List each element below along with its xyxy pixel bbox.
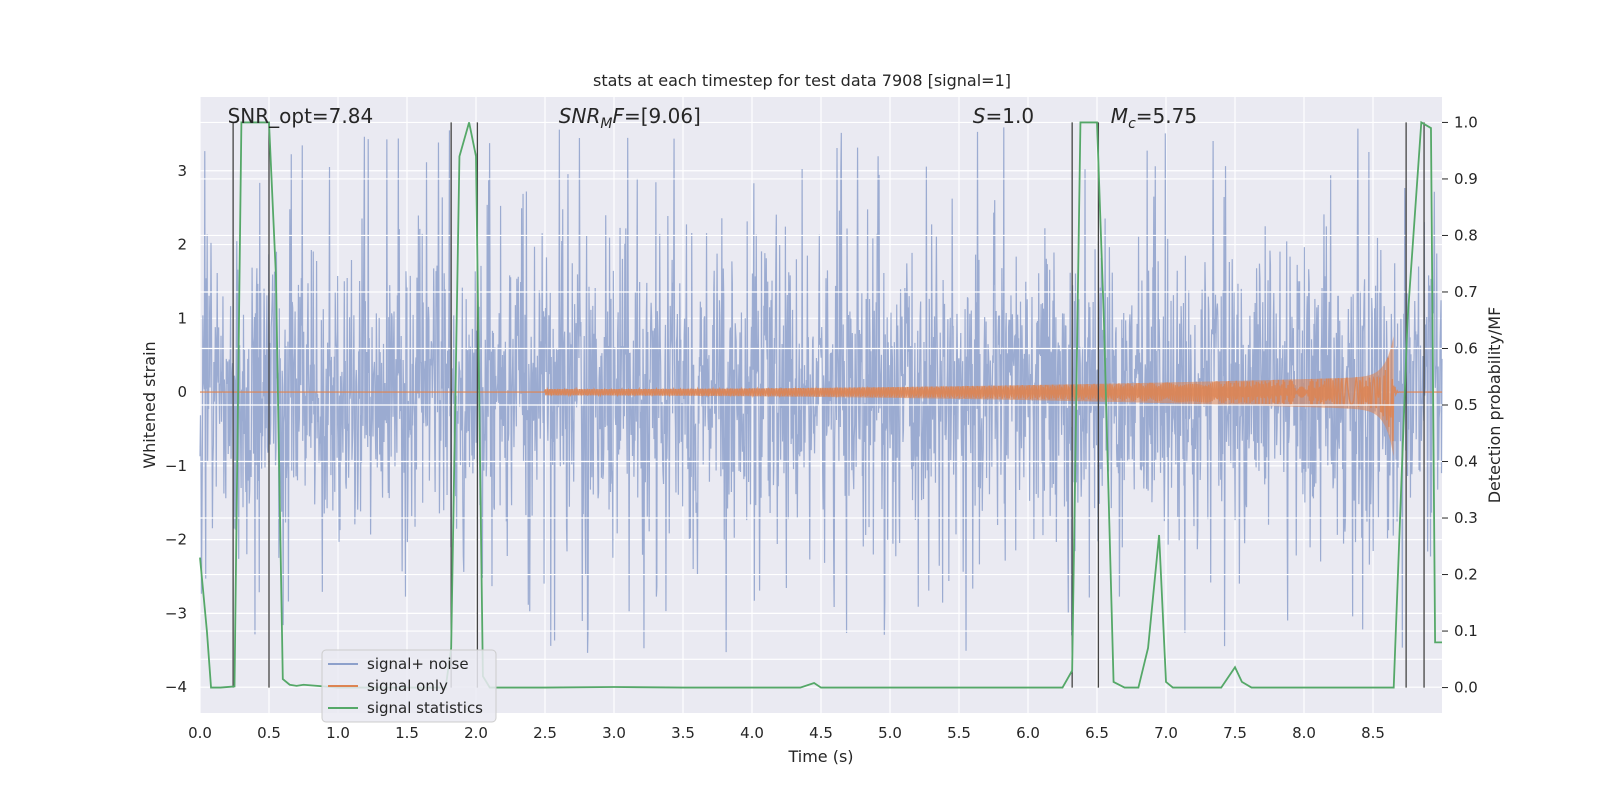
- y-right-tick-label: 1.0: [1454, 113, 1478, 131]
- legend-entry: signal statistics: [367, 699, 483, 717]
- legend: signal+ noise signal only signal statistic…: [321, 649, 497, 723]
- detection-boundary-lines: [200, 121, 1442, 688]
- y-tick-label: −2: [165, 531, 187, 549]
- y-tick-label: −1: [165, 457, 187, 475]
- x-tick-label: 2.0: [464, 724, 488, 742]
- x-tick-label: 5.5: [947, 724, 971, 742]
- y-right-tick-label: 0.0: [1454, 679, 1478, 697]
- y-right-tick-label: 0.4: [1454, 453, 1478, 471]
- y-right-tick-label: 0.5: [1454, 396, 1478, 414]
- y-tick-label: 1: [177, 309, 187, 327]
- legend-box: [321, 649, 497, 723]
- signal-only-series: [200, 336, 1442, 457]
- y-right-axis-ticks: 0.0 0.1 0.2 0.3 0.4 0.5 0.6 0.7 0.8 0.9 1.0: [1442, 113, 1478, 697]
- legend-entry: signal+ noise: [367, 655, 469, 673]
- signal-noise-line: [199, 127, 1443, 653]
- x-tick-label: 6.0: [1016, 724, 1040, 742]
- annotation-s: S=1.0: [973, 104, 1034, 128]
- y-right-tick-label: 0.9: [1454, 170, 1478, 188]
- x-tick-label: 4.5: [809, 724, 833, 742]
- x-tick-label: 1.0: [326, 724, 350, 742]
- y-tick-label: −3: [165, 604, 187, 622]
- signal-only-envelope: [545, 336, 1394, 457]
- annotation-layer: SNR_opt=7.84 SNRMF=[9.06] S=1.0 Mc=5.75: [228, 104, 1197, 132]
- x-tick-label: 1.5: [395, 724, 419, 742]
- y-tick-label: 3: [177, 162, 187, 180]
- y-right-tick-label: 0.3: [1454, 509, 1478, 527]
- signal-noise-series: [199, 127, 1443, 653]
- x-axis-ticks: 0.0 0.5 1.0 1.5 2.0 2.5 3.0 3.5 4.0 4.5 5.0 5.5 6.0 6…: [188, 724, 1385, 742]
- x-tick-label: 7.5: [1223, 724, 1247, 742]
- y-right-tick-label: 0.8: [1454, 226, 1478, 244]
- x-tick-label: 3.0: [602, 724, 626, 742]
- x-tick-label: 8.0: [1292, 724, 1316, 742]
- y-tick-label: 0: [177, 383, 187, 401]
- x-tick-label: 5.0: [878, 724, 902, 742]
- y-right-axis-label: Detection probability/MF: [1485, 307, 1504, 504]
- x-tick-label: 0.5: [257, 724, 281, 742]
- y-axis-ticks: −4 −3 −2 −1 0 1 2 3: [165, 162, 187, 696]
- chart-title: stats at each timestep for test data 790…: [593, 71, 1011, 90]
- y-right-tick-label: 0.1: [1454, 622, 1478, 640]
- signal-statistics-series: [199, 120, 1442, 689]
- x-tick-label: 7.0: [1154, 724, 1178, 742]
- annotation-snr-opt: SNR_opt=7.84: [228, 104, 374, 128]
- y-tick-label: 2: [177, 236, 187, 254]
- x-tick-label: 3.5: [671, 724, 695, 742]
- y-right-tick-label: 0.6: [1454, 339, 1478, 357]
- x-tick-label: 2.5: [533, 724, 557, 742]
- annotation-mc: Mc=5.75: [1111, 104, 1197, 132]
- x-axis-label: Time (s): [787, 747, 853, 766]
- x-tick-label: 0.0: [188, 724, 212, 742]
- y-axis-label: Whitened strain: [140, 341, 159, 468]
- x-tick-label: 6.5: [1085, 724, 1109, 742]
- signal-statistics-line: [199, 120, 1442, 689]
- annotation-snr-mf: SNRMF=[9.06]: [559, 104, 701, 132]
- y-right-tick-label: 0.2: [1454, 566, 1478, 584]
- y-tick-label: −4: [165, 678, 187, 696]
- legend-entry: signal only: [367, 677, 448, 695]
- x-tick-label: 4.0: [740, 724, 764, 742]
- y-right-tick-label: 0.7: [1454, 283, 1478, 301]
- x-tick-label: 8.5: [1361, 724, 1385, 742]
